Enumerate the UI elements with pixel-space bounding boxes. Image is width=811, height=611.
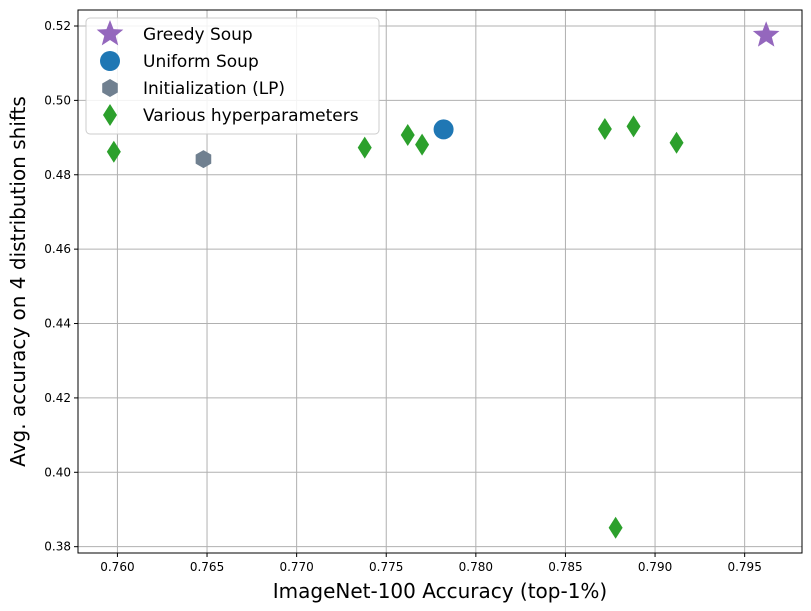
y-tick-label: 0.52 xyxy=(44,19,71,33)
legend: Greedy Soup Uniform Soup Initialization (L… xyxy=(85,17,380,135)
x-tick-label: 0.785 xyxy=(548,560,582,574)
x-tick-label: 0.790 xyxy=(638,560,672,574)
x-tick-label: 0.770 xyxy=(279,560,313,574)
grid xyxy=(78,10,802,553)
legend-box xyxy=(85,17,380,135)
diamond-point xyxy=(400,123,415,146)
x-tick-label: 0.760 xyxy=(100,560,134,574)
y-tick-label: 0.44 xyxy=(44,317,71,331)
hexagon-point xyxy=(195,150,212,169)
legend-entry-label: Various hyperparameters xyxy=(143,106,359,126)
circle-point xyxy=(433,119,454,140)
y-tick-label: 0.42 xyxy=(44,391,71,405)
data-points xyxy=(106,21,780,539)
legend-star-swatch xyxy=(96,20,124,46)
star-point xyxy=(752,21,780,47)
legend-diamond-swatch xyxy=(103,104,117,126)
y-tick-label: 0.50 xyxy=(44,93,71,107)
diamond-point xyxy=(669,131,684,154)
y-tick-label: 0.46 xyxy=(44,242,71,256)
legend-entry-label: Uniform Soup xyxy=(143,52,259,72)
diamond-point xyxy=(415,133,430,156)
legend-entry-label: Initialization (LP) xyxy=(143,79,285,99)
diamond-point xyxy=(608,516,623,539)
x-tick-label: 0.795 xyxy=(727,560,761,574)
plot-frame xyxy=(77,9,803,554)
diamond-point xyxy=(357,136,372,159)
diamond-point xyxy=(106,140,121,163)
diamond-point xyxy=(597,118,612,141)
x-tick-label: 0.765 xyxy=(190,560,224,574)
legend-entry-label: Greedy Soup xyxy=(143,25,253,45)
legend-hexagon-swatch xyxy=(102,79,118,97)
legend-circle-swatch xyxy=(100,51,120,71)
y-tick-label: 0.48 xyxy=(44,168,71,182)
y-tick-label: 0.38 xyxy=(44,540,71,554)
x-axis-label: ImageNet-100 Accuracy (top-1%) xyxy=(273,579,607,603)
y-axis-label: Avg. accuracy on 4 distribution shifts xyxy=(6,96,30,467)
y-tick-label: 0.40 xyxy=(44,465,71,479)
x-tick-label: 0.780 xyxy=(459,560,493,574)
x-tick-label: 0.775 xyxy=(369,560,403,574)
axis-ticks: 0.760 0.765 0.770 0.775 0.780 0.785 0.790 0.795… xyxy=(44,19,762,574)
diamond-point xyxy=(626,115,641,138)
